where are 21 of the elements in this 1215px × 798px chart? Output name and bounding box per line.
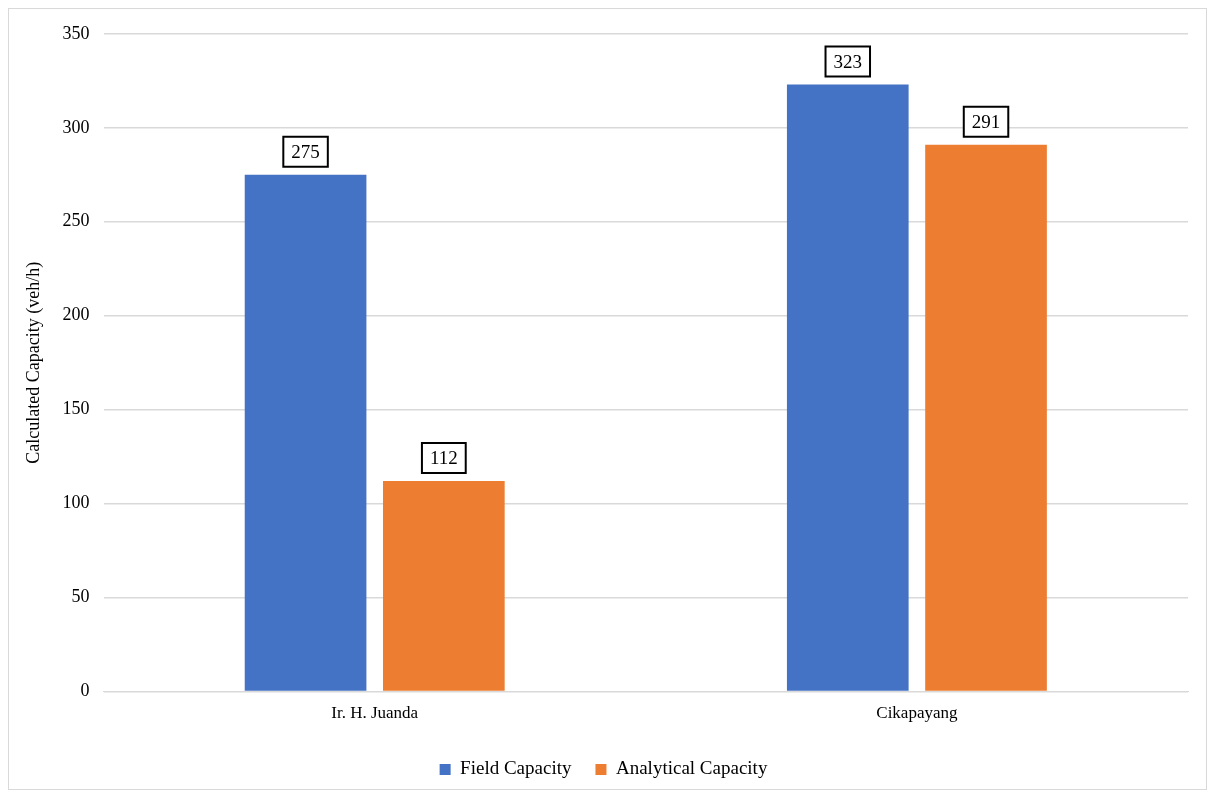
y-tick-label: 250 [62,210,90,231]
y-tick-label: 200 [62,304,90,325]
y-tick-label: 300 [62,116,90,137]
y-tick-label: 150 [62,398,90,419]
data-label: 323 [833,50,863,72]
bar [244,174,367,691]
y-tick-label: 350 [62,22,90,43]
data-label: 112 [429,447,458,469]
legend-label: Analytical Capacity [615,757,768,779]
x-tick-label: Ir. H. Juanda [331,703,419,723]
x-tick-label: Cikapayang [876,703,958,723]
y-tick-label: 50 [71,586,90,607]
y-tick-label: 100 [62,492,90,513]
bar [383,481,505,691]
y-axis-title: Calculated Capacity (veh/h) [22,261,44,464]
data-label: 291 [971,110,1001,132]
data-label: 275 [291,140,320,162]
y-tick-label: 0 [80,680,90,701]
bar [786,84,909,691]
legend-label: Field Capacity [460,757,572,779]
bar [925,144,1047,691]
